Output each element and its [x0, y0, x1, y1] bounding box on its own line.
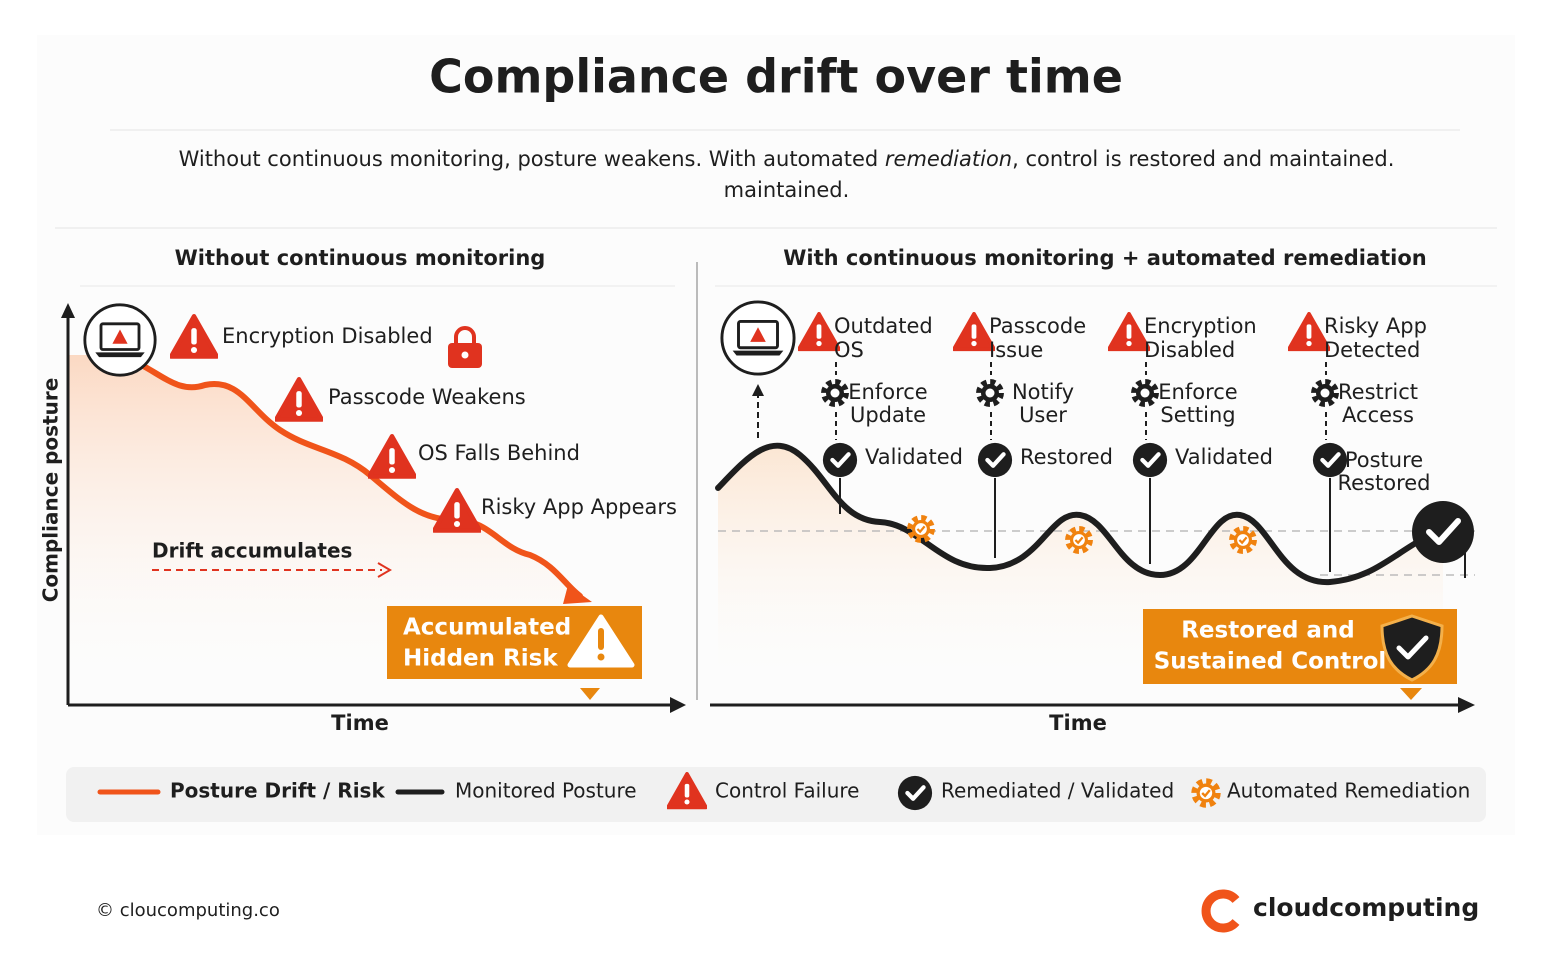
subtitle-text: Without continuous monitoring, posture w…	[178, 147, 885, 171]
y-axis-label: Compliance posture	[39, 378, 63, 603]
action-label: User	[1019, 403, 1067, 427]
callout-text: Sustained Control	[1154, 649, 1387, 675]
device-icon	[720, 300, 796, 376]
legend-label: Monitored Posture	[455, 779, 637, 803]
arrowhead	[752, 384, 764, 396]
failure-label: Passcode	[989, 314, 1086, 338]
action-label: Enforce	[848, 380, 927, 404]
result-label: Restored	[1337, 471, 1430, 495]
shield-icon	[1380, 614, 1444, 682]
legend-box	[66, 767, 1486, 822]
callout-text: Hidden Risk	[403, 646, 558, 672]
callout-pointer	[580, 688, 600, 700]
x-axis-label: Time	[1049, 711, 1107, 735]
device-icon	[83, 303, 157, 377]
failure-label: Disabled	[1144, 338, 1235, 362]
event-label: OS Falls Behind	[418, 441, 580, 465]
failure-label: Encryption	[1144, 314, 1257, 338]
steps: OutdatedOSEnforceUpdateValidatedPasscode…	[798, 312, 1431, 572]
action-label: Update	[850, 403, 926, 427]
result-label: Posture	[1345, 448, 1423, 472]
callout-text: Restored and	[1181, 618, 1355, 644]
copyright: © cloucomputing.co	[96, 900, 280, 921]
subtitle-text: maintained.	[723, 178, 850, 202]
title: Compliance drift over time	[429, 50, 1123, 104]
legend-swatch	[898, 776, 932, 810]
legend-label: Control Failure	[715, 779, 859, 803]
arrowhead	[670, 697, 686, 713]
result-label: Validated	[865, 445, 963, 469]
event-label: Risky App Appears	[481, 495, 677, 519]
arrowhead	[1458, 697, 1475, 713]
brand: cloudcomputing	[1253, 893, 1479, 922]
drift-label: Drift accumulates	[152, 539, 352, 563]
result-label: Validated	[1175, 445, 1273, 469]
panel-title: Without continuous monitoring	[175, 246, 546, 270]
failure-label: Outdated	[834, 314, 933, 338]
posture-line	[715, 442, 1446, 586]
final-check	[1412, 501, 1474, 563]
event-label: Passcode Weakens	[328, 385, 526, 409]
x-axis-label: Time	[331, 711, 389, 735]
failure-label: Risky App	[1324, 314, 1427, 338]
arrowhead	[377, 562, 392, 578]
failure-label: Detected	[1324, 338, 1420, 362]
legend-label: Posture Drift / Risk	[170, 779, 385, 803]
validated-icon	[1133, 443, 1167, 477]
action-label: Enforce	[1158, 380, 1237, 404]
validated-icon	[823, 443, 857, 477]
legend-label: Remediated / Validated	[941, 779, 1174, 803]
arrowhead	[61, 303, 75, 318]
panel-title: With continuous monitoring + automated r…	[783, 246, 1427, 270]
brand-logo	[1201, 889, 1240, 933]
subtitle-emphasis: remediation	[884, 147, 1013, 171]
lock-icon	[448, 326, 482, 368]
event-label: Encryption Disabled	[222, 324, 433, 348]
failure-label: OS	[834, 338, 864, 362]
legend-label: Automated Remediation	[1227, 779, 1470, 803]
action-label: Access	[1342, 403, 1414, 427]
action-label: Setting	[1160, 403, 1235, 427]
failure-label: Issue	[989, 338, 1043, 362]
final-check-mark	[1426, 518, 1461, 545]
action-label: Restrict	[1338, 380, 1418, 404]
arrowhead	[563, 585, 592, 604]
result-label: Restored	[1020, 445, 1113, 469]
drift-line	[117, 352, 583, 599]
callout-text: Accumulated	[403, 615, 571, 641]
subtitle: Without continuous monitoring, posture w…	[60, 144, 1513, 206]
validated-icon	[978, 443, 1012, 477]
action-label: Notify	[1012, 380, 1074, 404]
subtitle-text: , control is restored and maintained.	[1012, 147, 1395, 171]
callout-icon	[567, 614, 635, 668]
callout-pointer	[1400, 688, 1422, 700]
